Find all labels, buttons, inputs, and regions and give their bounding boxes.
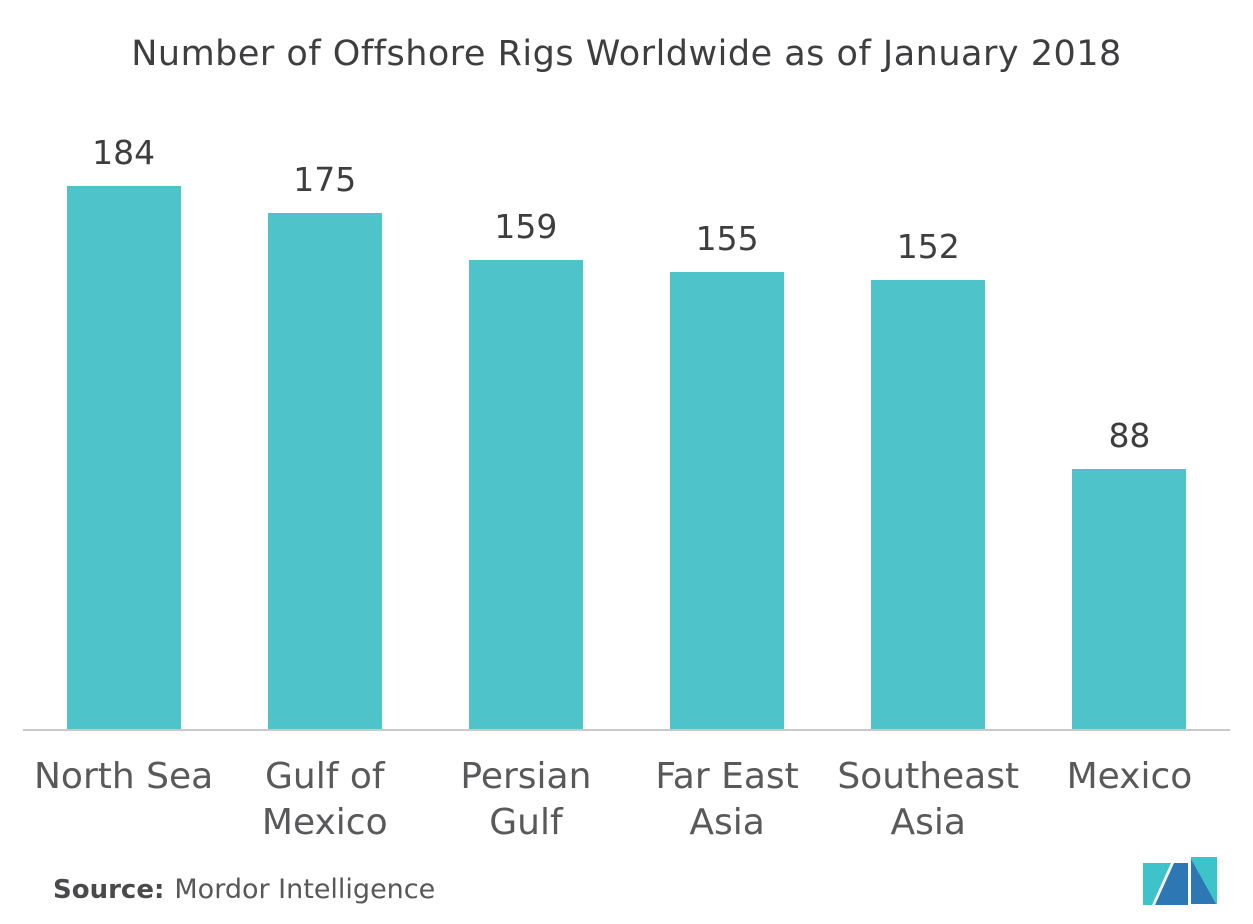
bar-value-label: 159 [494, 207, 558, 246]
bar-column: 88 [1029, 0, 1230, 729]
bar-value-label: 155 [695, 219, 759, 258]
bar [871, 280, 986, 729]
logo-triangle-blue-shape [1191, 859, 1216, 904]
bar-column: 155 [627, 0, 828, 729]
bar-column: 159 [425, 0, 626, 729]
mordor-intelligence-logo-icon [1143, 857, 1217, 905]
bar [267, 213, 382, 729]
source-attribution: Source: Mordor Intelligence [53, 874, 435, 905]
bar-column: 175 [224, 0, 425, 729]
category-label: Southeast Asia [837, 756, 1020, 844]
category-label: Far East Asia [655, 756, 799, 844]
category-label: Gulf of Mexico [261, 756, 388, 844]
logo-left-teal-shape [1143, 863, 1171, 905]
bar-column: 152 [828, 0, 1029, 729]
bar [1072, 469, 1187, 729]
category-label: Mexico [1066, 756, 1193, 797]
bar-value-label: 184 [92, 133, 156, 172]
source-label: Source: [53, 875, 165, 905]
source-text: Mordor Intelligence [174, 874, 436, 905]
plot-area: 184 175 159 155 152 88 [23, 0, 1230, 729]
category-label: Persian Gulf [460, 756, 592, 844]
logo-diagonal-blue-shape [1155, 863, 1188, 905]
x-axis-baseline [23, 729, 1230, 731]
x-axis-labels: North Sea Gulf of Mexico Persian Gulf Far E… [23, 754, 1230, 846]
chart-title: Number of Offshore Rigs Worldwide as of … [131, 34, 1122, 74]
bar [670, 272, 785, 729]
category-label: North Sea [33, 756, 214, 797]
bar-value-label: 88 [1108, 416, 1151, 455]
bar-column: 184 [23, 0, 224, 729]
bar [66, 186, 181, 729]
bar-value-label: 175 [293, 160, 357, 199]
bar-value-label: 152 [896, 227, 960, 266]
bar [468, 260, 583, 729]
